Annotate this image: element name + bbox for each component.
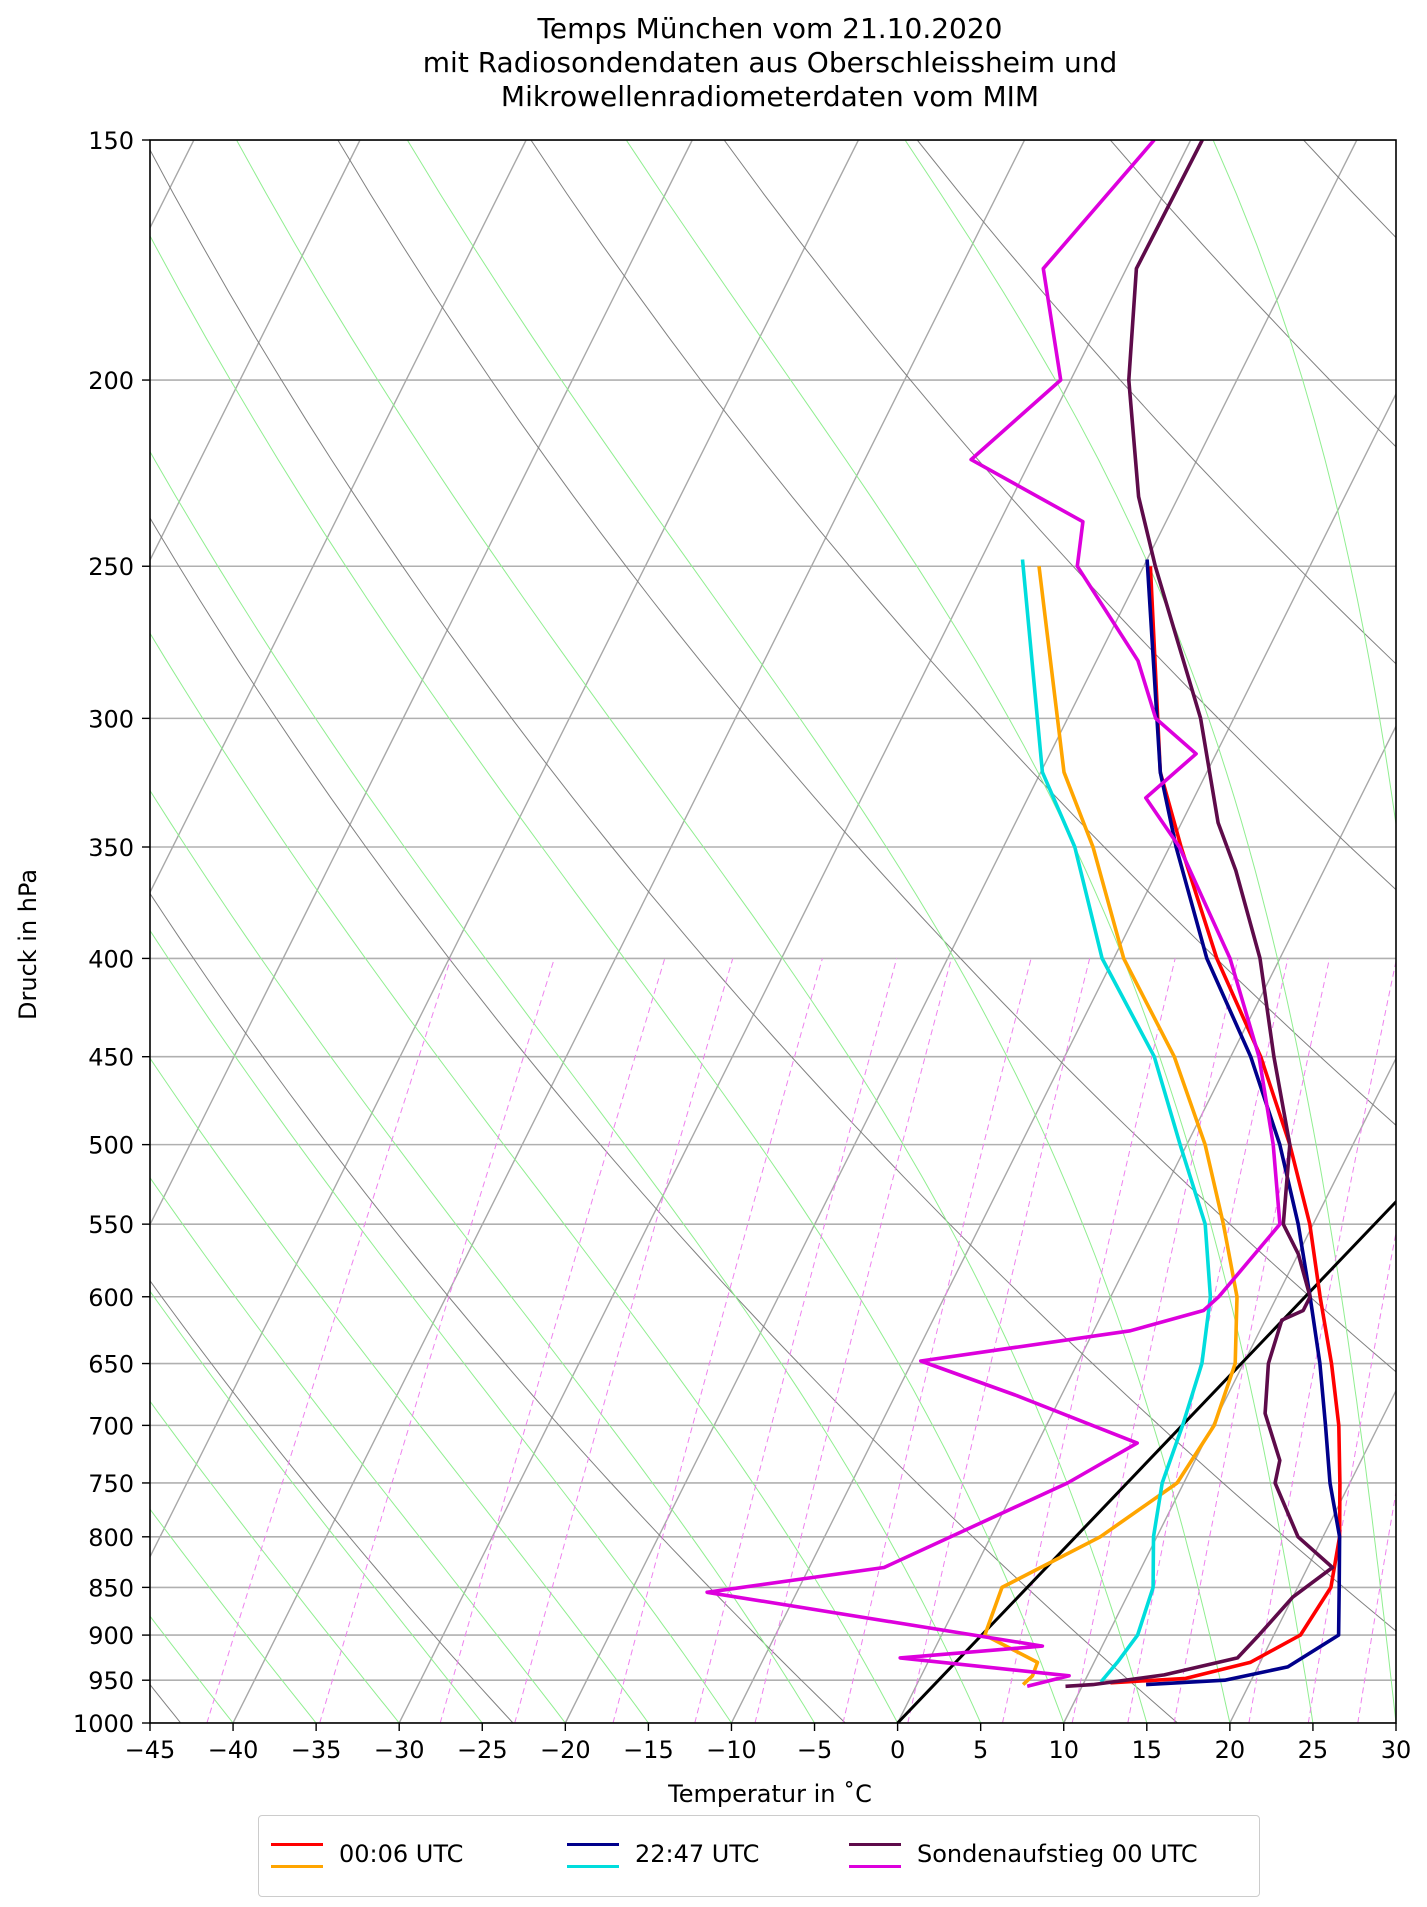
y-tick-label: 800: [88, 1524, 134, 1552]
x-tick-label: −10: [706, 1736, 757, 1764]
x-tick-label: 5: [973, 1736, 988, 1764]
isotherm-line: [67, 140, 859, 1723]
isotherm-line: [0, 140, 360, 1723]
moist-adiabat-line: [0, 140, 898, 1723]
series-line-temperature-0: [1110, 566, 1340, 1683]
legend-label: Sondenaufstieg 00 UTC: [917, 1840, 1198, 1868]
legend: 00:06 UTC 22:47 UTC Sondenaufstieg 00 UTC: [258, 1815, 1260, 1897]
isotherm-line: [399, 140, 1190, 1723]
y-tick-label: 750: [88, 1470, 134, 1498]
isotherm-line: [0, 140, 526, 1723]
x-tick-label: 20: [1215, 1736, 1246, 1764]
legend-swatch-dewpoint: [849, 1865, 901, 1868]
y-tick-label: 300: [88, 705, 134, 733]
x-tick-label: −20: [540, 1736, 591, 1764]
legend-swatch-dewpoint: [567, 1865, 619, 1868]
y-tick-label: 850: [88, 1574, 134, 1602]
reference-parcel-line: [898, 630, 1427, 1723]
y-tick-label: 650: [88, 1351, 134, 1379]
moist-adiabat-line: [1213, 140, 1427, 1723]
dry-adiabat-line: [0, 140, 513, 1723]
dry-adiabat-line: [724, 140, 1427, 1723]
isotherm-line: [1230, 140, 1427, 1723]
x-tick-label: 10: [1048, 1736, 1079, 1764]
y-tick-label: 200: [88, 367, 134, 395]
y-tick-label: 400: [88, 945, 134, 973]
x-tick-label: −15: [623, 1736, 674, 1764]
legend-swatch-temperature: [849, 1843, 901, 1846]
series-line-dewpoint-3: [1023, 560, 1211, 1683]
moist-adiabat-line: [0, 140, 565, 1723]
y-tick-label: 550: [88, 1211, 134, 1239]
moist-adiabat-line: [0, 140, 981, 1723]
x-axis-label: Temperatur in ˚C: [0, 1780, 1427, 1808]
moist-adiabat-line: [0, 140, 399, 1723]
legend-swatch-dewpoint: [271, 1865, 323, 1868]
y-tick-label: 900: [88, 1622, 134, 1650]
moist-adiabat-line: [0, 140, 316, 1723]
mixing-ratio-line: [515, 958, 733, 1723]
moist-adiabat-line: [237, 140, 1147, 1723]
y-tick-label: 950: [88, 1667, 134, 1695]
isotherm-line: [233, 140, 1025, 1723]
isotherm-line: [731, 140, 1427, 1723]
y-tick-label: 150: [88, 127, 134, 155]
mixing-ratio-line: [613, 958, 822, 1723]
mixing-ratio-line: [1072, 958, 1238, 1723]
mixing-ratio-line: [1400, 958, 1427, 1723]
plot-area: [0, 140, 1427, 1723]
x-tick-label: −5: [797, 1736, 832, 1764]
x-tick-label: −35: [291, 1736, 342, 1764]
legend-label: 22:47 UTC: [635, 1840, 759, 1868]
y-axis-label: Druck in hPa: [14, 869, 42, 1020]
dry-adiabat-line: [145, 140, 1427, 1723]
y-tick-label: 500: [88, 1132, 134, 1160]
isotherm-line: [565, 140, 1357, 1723]
isotherm-line: [1396, 140, 1427, 1723]
mixing-ratio-line: [1249, 958, 1397, 1723]
dry-adiabat-line: [1304, 140, 1427, 1723]
moist-adiabat-line: [905, 140, 1396, 1723]
dry-adiabat-line: [0, 140, 1178, 1723]
y-tick-label: 350: [88, 834, 134, 862]
legend-swatch-temperature: [271, 1843, 323, 1846]
dry-adiabat-line: [338, 140, 1427, 1723]
y-tick-label: 450: [88, 1044, 134, 1072]
mixing-ratio-line: [843, 958, 1031, 1723]
legend-swatch-temperature: [567, 1843, 619, 1846]
x-tick-label: −30: [374, 1736, 425, 1764]
mixing-ratio-line: [440, 958, 665, 1723]
y-tick-label: 250: [88, 553, 134, 581]
x-tick-label: 15: [1132, 1736, 1163, 1764]
x-tick-label: −25: [457, 1736, 508, 1764]
x-tick-label: 30: [1381, 1736, 1412, 1764]
series-line-dewpoint-1: [985, 566, 1237, 1684]
dry-adiabat-line: [1110, 140, 1427, 1723]
y-tick-label: 1000: [73, 1710, 134, 1738]
x-tick-label: −45: [125, 1736, 176, 1764]
x-tick-label: 0: [890, 1736, 905, 1764]
y-tick-label: 700: [88, 1412, 134, 1440]
x-tick-label: 25: [1298, 1736, 1329, 1764]
x-tick-label: −40: [208, 1736, 259, 1764]
series-line-temperature-4: [1066, 140, 1333, 1686]
y-tick-label: 600: [88, 1284, 134, 1312]
legend-label: 00:06 UTC: [339, 1840, 463, 1868]
mixing-ratio-line: [1174, 958, 1329, 1723]
moist-adiabat-line: [407, 140, 1230, 1723]
mixing-ratio-line: [207, 958, 451, 1723]
